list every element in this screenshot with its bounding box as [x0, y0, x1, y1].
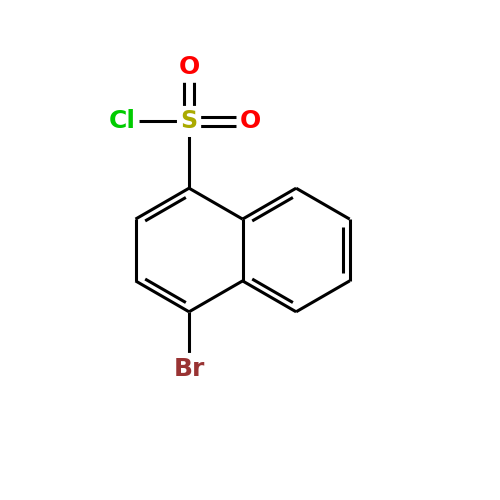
Text: O: O — [178, 55, 200, 79]
Text: O: O — [240, 110, 262, 134]
Text: Br: Br — [174, 356, 204, 380]
Text: Cl: Cl — [109, 110, 136, 134]
Text: S: S — [180, 110, 198, 134]
